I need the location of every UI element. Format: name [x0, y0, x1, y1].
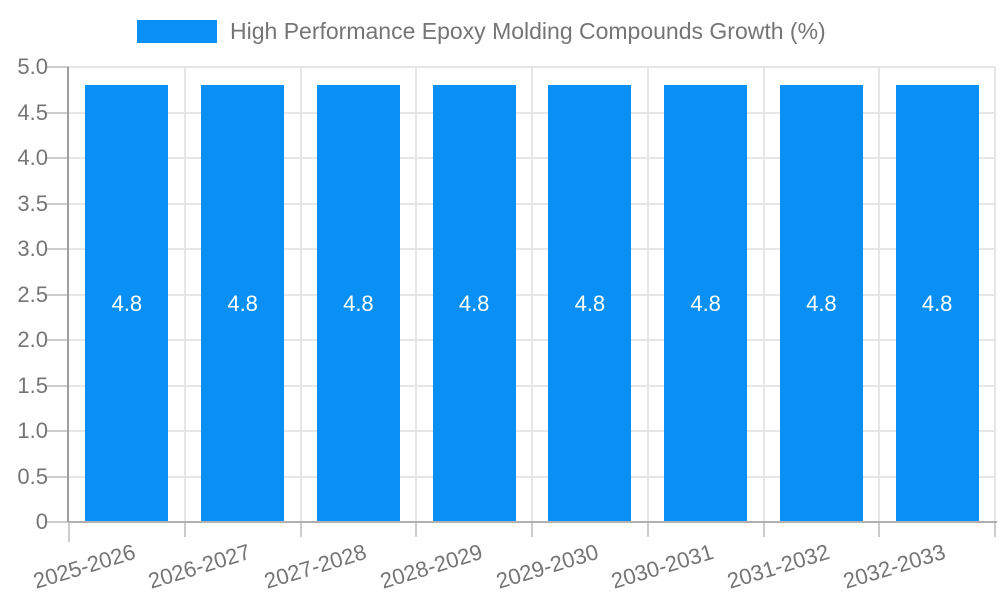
x-category-label: 2032-2033	[840, 539, 949, 594]
x-gridline	[531, 67, 533, 522]
legend-color-swatch	[137, 20, 217, 43]
y-axis-tick	[46, 248, 69, 250]
y-tick-label: 0	[35, 509, 48, 534]
bar-value-label: 4.8	[458, 290, 490, 316]
y-axis-tick	[46, 430, 69, 432]
x-gridline	[415, 67, 418, 522]
x-gridline	[646, 67, 649, 522]
x-axis-tick	[646, 522, 649, 537]
x-gridline	[299, 67, 302, 522]
legend-series-label: High Performance Epoxy Molding Compounds…	[230, 18, 826, 44]
x-gridline	[878, 67, 881, 522]
y-axis-tick	[46, 157, 69, 159]
x-category-label: 2027-2028	[261, 539, 370, 594]
y-tick-label: 1.0	[17, 418, 48, 443]
x-gridline	[994, 67, 996, 522]
y-tick-label: 1.5	[17, 372, 48, 398]
bar-value-label: 4.8	[690, 290, 721, 316]
y-axis-tick	[46, 384, 69, 387]
x-gridline	[183, 67, 186, 522]
y-axis-tick	[46, 339, 69, 341]
bar[interactable]: 4.8	[316, 85, 400, 522]
x-category-label: 2026-2027	[145, 539, 254, 594]
x-axis-tick	[68, 522, 70, 542]
bar[interactable]: 4.8	[548, 85, 632, 522]
bar[interactable]: 4.8	[779, 85, 863, 522]
y-tick-label: 2.0	[17, 327, 48, 352]
bar[interactable]: 4.8	[201, 85, 285, 522]
y-axis-tick	[46, 66, 69, 68]
y-tick-label: 3.0	[17, 236, 48, 261]
chart-legend: High Performance Epoxy Molding Compounds…	[137, 18, 826, 45]
x-axis-tick	[299, 522, 302, 537]
y-tick-label: 5.0	[17, 54, 48, 79]
bar[interactable]: 4.8	[664, 85, 748, 522]
x-category-label: 2031-2032	[724, 539, 833, 594]
bar[interactable]: 4.8	[85, 85, 169, 522]
y-tick-label: 0.5	[17, 463, 48, 489]
x-category-label: 2025-2026	[29, 539, 138, 594]
bar-value-label: 4.8	[921, 290, 953, 316]
y-tick-label: 4.5	[17, 99, 48, 125]
x-category-label: 2028-2029	[377, 539, 486, 594]
y-axis-tick	[46, 475, 69, 478]
y-axis-tick	[46, 293, 69, 296]
x-axis-tick	[183, 522, 186, 537]
x-category-label: 2030-2031	[608, 539, 717, 594]
bar-value-label: 4.8	[227, 290, 258, 316]
bar-value-label: 4.8	[574, 290, 606, 316]
y-axis-line	[67, 67, 69, 522]
x-axis-tick	[994, 522, 996, 537]
bar-value-label: 4.8	[343, 290, 374, 316]
bar-value-label: 4.8	[806, 290, 837, 316]
x-axis-tick	[878, 522, 881, 537]
x-axis-tick	[415, 522, 418, 537]
y-axis-tick	[46, 202, 69, 205]
x-gridline	[762, 67, 765, 522]
bar[interactable]: 4.8	[432, 85, 516, 522]
x-axis-line	[69, 521, 997, 523]
y-tick-label: 3.5	[17, 190, 48, 216]
y-axis-tick	[46, 521, 69, 523]
y-tick-label: 2.5	[17, 281, 48, 307]
x-category-label: 2029-2030	[492, 539, 601, 594]
y-tick-label: 4.0	[17, 145, 48, 170]
x-axis-tick	[531, 522, 533, 537]
bar-value-label: 4.8	[111, 290, 143, 316]
x-axis-tick	[762, 522, 765, 537]
y-axis-tick	[46, 111, 69, 114]
bar[interactable]: 4.8	[895, 85, 979, 522]
